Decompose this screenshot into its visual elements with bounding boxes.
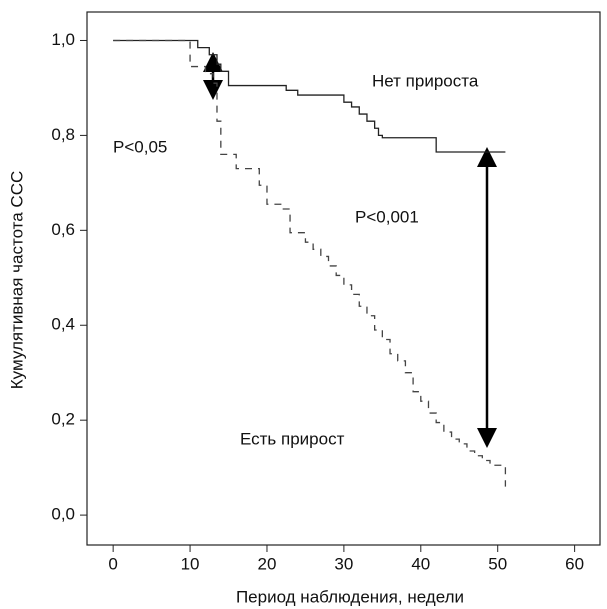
x-axis-label: Период наблюдения, недели (236, 587, 464, 606)
series-label: Нет прироста (372, 71, 479, 90)
y-tick-label: 0,4 (51, 315, 75, 334)
annotation: P<0,001 (355, 207, 419, 226)
x-tick-label: 60 (565, 554, 584, 573)
x-tick-label: 40 (411, 554, 430, 573)
series-label: Есть прирост (240, 429, 345, 448)
x-tick-label: 20 (258, 554, 277, 573)
x-tick-label: 10 (181, 554, 200, 573)
x-tick-label: 30 (334, 554, 353, 573)
step-line (113, 39, 506, 153)
y-axis-label: Кумулятивная частота ССС (7, 171, 26, 390)
y-tick-label: 0,0 (51, 505, 75, 524)
x-tick-label: 0 (108, 554, 117, 573)
step-line (113, 39, 507, 487)
y-tick-label: 0,2 (51, 410, 75, 429)
y-tick-label: 0,8 (51, 125, 75, 144)
annotation: P<0,05 (113, 137, 167, 156)
x-tick-label: 50 (488, 554, 507, 573)
y-tick-label: 1,0 (51, 30, 75, 49)
y-tick-label: 0,6 (51, 220, 75, 239)
